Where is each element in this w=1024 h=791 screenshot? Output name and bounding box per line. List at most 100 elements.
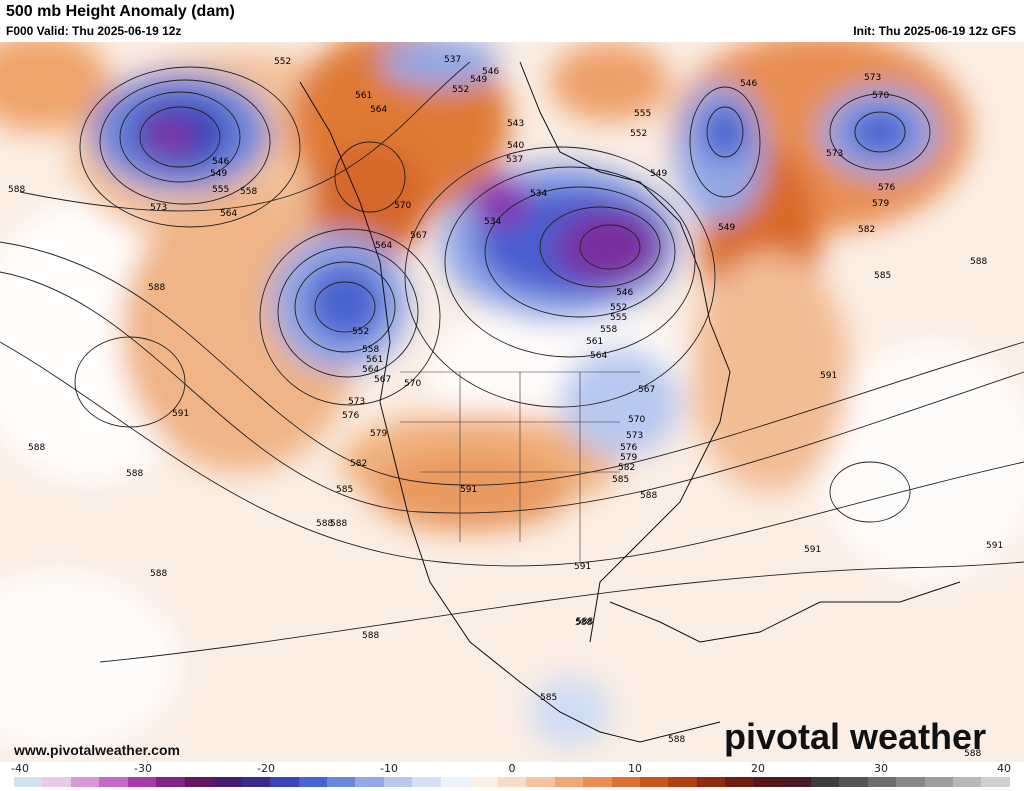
contour-label: 585 [336, 485, 353, 495]
colorbar: -40 -30 -20 -10 0 10 20 30 40 [11, 762, 1011, 791]
colorbar-tick-label: -40 [11, 762, 29, 775]
contour-label: 546 [482, 67, 499, 77]
height-contours [0, 61, 1024, 663]
colorbar-swatch [924, 777, 953, 787]
contour-label: 588 [362, 631, 379, 641]
coastlines [299, 61, 961, 743]
colorbar-swatch [952, 777, 982, 787]
colorbar-swatch [753, 777, 783, 787]
colorbar-swatch [14, 777, 43, 787]
contour-label: 567 [638, 385, 655, 395]
contour-label: 588 [148, 283, 165, 293]
colorbar-swatch [127, 777, 157, 787]
colorbar-swatch [725, 777, 754, 787]
colorbar-swatch [867, 777, 897, 787]
contour-label: 549 [650, 169, 667, 179]
colorbar-swatch [696, 777, 726, 787]
colorbar-swatch [440, 777, 470, 787]
contour-label: 576 [342, 411, 359, 421]
colorbar-swatch [554, 777, 584, 787]
contour-label: 537 [506, 155, 523, 165]
anomaly-shading [0, 42, 1024, 752]
contour-label: 567 [410, 231, 427, 241]
contour-label: 564 [590, 351, 607, 361]
contour-label: 573 [348, 397, 365, 407]
contour-label: 564 [370, 105, 387, 115]
map-header: 500 mb Height Anomaly (dam) F000 Valid: … [0, 0, 1024, 42]
contour-label: 537 [444, 55, 461, 65]
contour-label: 570 [628, 415, 645, 425]
colorbar-swatch [241, 777, 271, 787]
contour-label: 540 [507, 141, 524, 151]
anomaly-map: 552 537 546 549 552 561 564 546 549 555 558 573 564 5… [0, 42, 1024, 762]
contour-label: 588 [8, 185, 25, 195]
state-borders [400, 371, 640, 562]
contour-label: 588 [575, 618, 592, 628]
colorbar-swatch [583, 777, 612, 787]
colorbar-tick-label: 40 [997, 762, 1011, 775]
contour-label: 588 [330, 519, 347, 529]
contour-label: 555 [634, 109, 651, 119]
contour-label: 534 [530, 189, 547, 199]
contour-label: 564 [362, 365, 379, 375]
colorbar-tick-labels: -40 -30 -20 -10 0 10 20 30 40 [11, 762, 1011, 776]
contour-label: 591 [574, 562, 591, 572]
contour-label: 588 [668, 735, 685, 745]
contour-label: 588 [28, 443, 45, 453]
contour-label: 570 [872, 91, 889, 101]
contour-label: 564 [220, 209, 237, 219]
contour-label: 549 [470, 75, 487, 85]
colorbar-swatch [639, 777, 669, 787]
contour-label: 558 [600, 325, 617, 335]
colorbar-swatch [839, 777, 868, 787]
contour-label: 579 [620, 453, 637, 463]
colorbar-swatch [70, 777, 100, 787]
contour-label: 591 [820, 371, 837, 381]
contour-label: 579 [872, 199, 889, 209]
contour-label: 543 [507, 119, 524, 129]
contour-label: 546 [616, 288, 633, 298]
contour-label: 552 [610, 303, 627, 313]
contour-label: 570 [394, 201, 411, 211]
contour-label: 561 [366, 355, 383, 365]
colorbar-swatch [156, 777, 185, 787]
contour-label: 555 [610, 313, 627, 323]
contour-label: 555 [212, 185, 229, 195]
contour-label: 558 [240, 187, 257, 197]
contour-label: 573 [150, 203, 167, 213]
contour-label: 549 [210, 169, 227, 179]
contour-label: 591 [986, 541, 1003, 551]
contour-label: 588 [964, 749, 981, 759]
contour-label: 591 [804, 545, 821, 555]
colorbar-swatch [668, 777, 697, 787]
colorbar-tick-label: 10 [628, 762, 642, 775]
contour-label: 564 [375, 241, 392, 251]
contour-label: 558 [362, 345, 379, 355]
colorbar-swatch [981, 777, 1010, 787]
colorbar-swatch [526, 777, 555, 787]
contour-label: 591 [172, 409, 189, 419]
contour-label: 576 [620, 443, 637, 453]
contour-label: 552 [452, 85, 469, 95]
colorbar-swatch [611, 777, 640, 787]
colorbar-swatch [469, 777, 498, 787]
colorbar-tick-label: -20 [257, 762, 275, 775]
colorbar-swatch [42, 777, 71, 787]
contour-label: 573 [826, 149, 843, 159]
contour-label: 591 [460, 485, 477, 495]
colorbar-tick-label: -10 [380, 762, 398, 775]
contour-label: 585 [874, 271, 891, 281]
contour-label: 588 [640, 491, 657, 501]
contour-label: 588 [150, 569, 167, 579]
colorbar-swatch [896, 777, 925, 787]
contour-label: 570 [404, 379, 421, 389]
website-label: www.pivotalweather.com [14, 742, 180, 758]
contour-label: 573 [626, 431, 643, 441]
contour-label: 546 [212, 157, 229, 167]
colorbar-swatch [99, 777, 128, 787]
colorbar-swatch [810, 777, 840, 787]
contour-label: 552 [352, 327, 369, 337]
contour-label: 573 [864, 73, 881, 83]
brand-logo: pivotal weather [724, 716, 987, 757]
colorbar-swatch [782, 777, 811, 787]
